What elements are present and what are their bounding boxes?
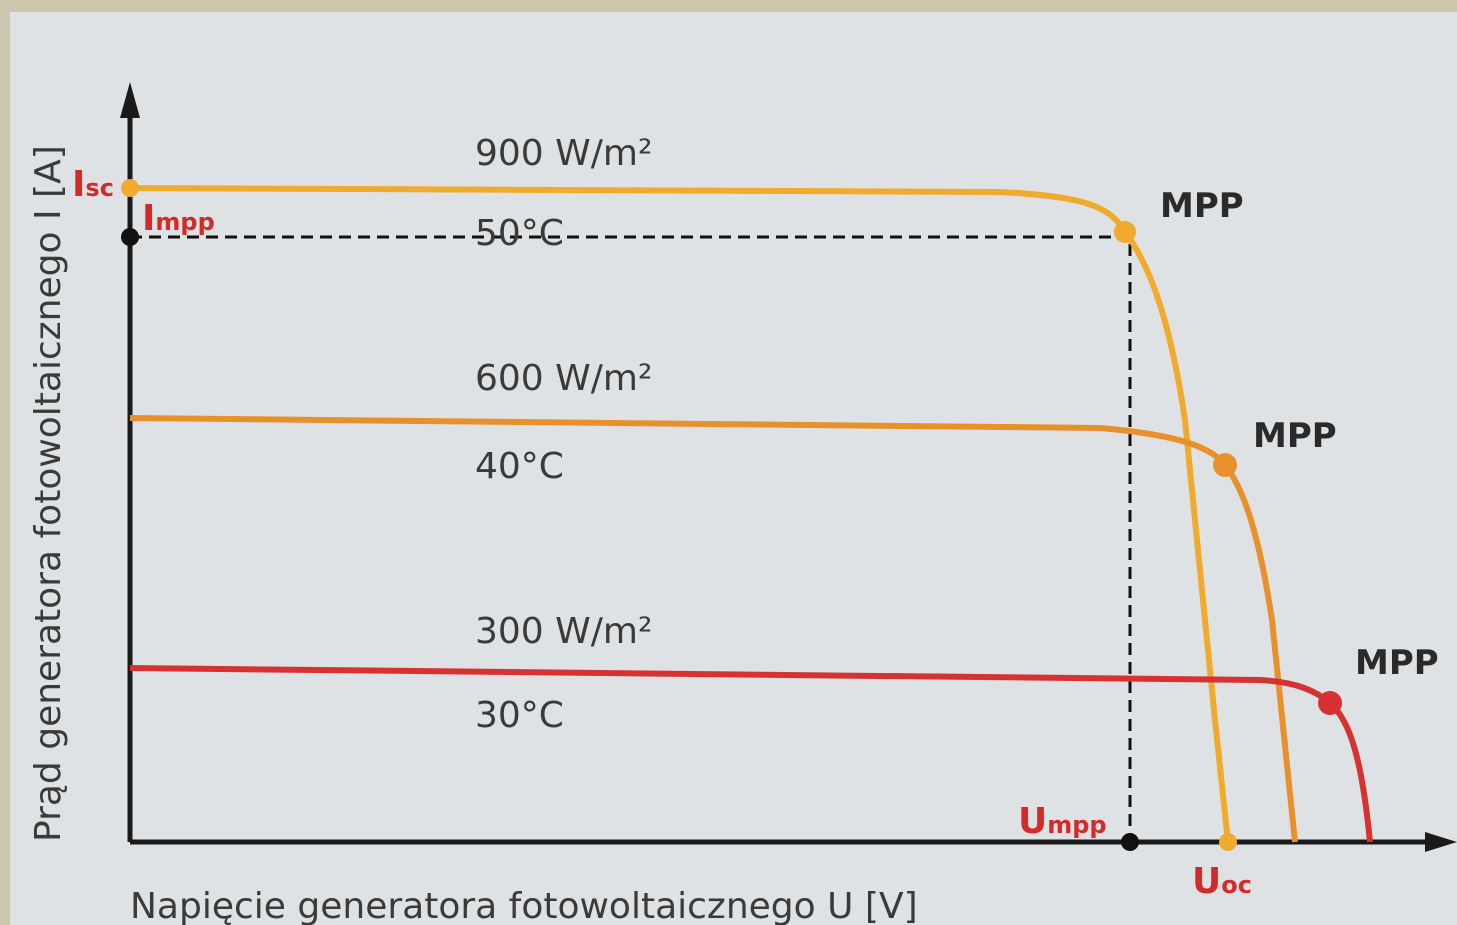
mpp-point: [1114, 221, 1136, 243]
isc-point: [121, 179, 139, 197]
umpp-label: Umpp: [1018, 801, 1107, 842]
impp-point: [121, 228, 139, 246]
y-arrow: [120, 82, 140, 118]
temperature-label: 30°C: [475, 695, 564, 736]
uoc-point: [1219, 833, 1237, 851]
mpp-point: [1213, 453, 1237, 477]
irradiance-label: 300 W/m²: [475, 611, 652, 652]
irradiance-label: 900 W/m²: [475, 133, 652, 174]
uoc-label: Uoc: [1192, 861, 1252, 902]
mpp-label: MPP: [1253, 416, 1337, 456]
isc-label: Isc: [72, 164, 114, 205]
mpp-label: MPP: [1160, 186, 1244, 226]
x-arrow: [1425, 832, 1457, 852]
x-axis-title: Napięcie generatora fotowoltaicznego U […: [130, 886, 918, 925]
irradiance-label: 600 W/m²: [475, 358, 652, 399]
temperature-label: 50°C: [475, 213, 564, 254]
y-axis-title: Prąd generatora fotowoltaicznego I [A]: [28, 145, 69, 842]
mpp-label: MPP: [1355, 643, 1439, 683]
impp-label: Impp: [142, 198, 215, 239]
panel: [10, 12, 1457, 925]
temperature-label: 40°C: [475, 446, 564, 487]
mpp-point: [1318, 691, 1342, 715]
umpp-point: [1121, 833, 1139, 851]
